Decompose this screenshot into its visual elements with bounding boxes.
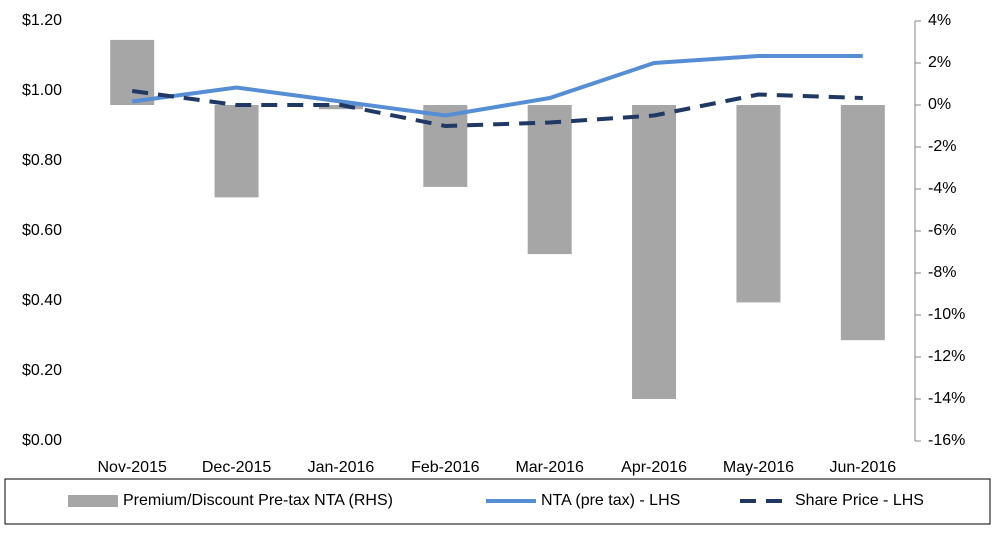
bar (110, 39, 155, 105)
y2-tick-label: -12% (928, 348, 965, 365)
bar (527, 105, 572, 255)
y2-tick-label: -6% (928, 222, 956, 239)
y2-tick-label: -2% (928, 138, 956, 155)
x-tick-label: Dec-2015 (202, 459, 271, 476)
y2-tick-label: -10% (928, 306, 965, 323)
x-tick-label: Apr-2016 (621, 459, 687, 476)
y2-tick-label: 4% (928, 12, 951, 29)
bar (423, 105, 468, 187)
y-tick-label: $1.20 (22, 12, 62, 29)
y2-tick-label: -8% (928, 264, 956, 281)
legend-box (4, 478, 991, 525)
x-tick-label: Jan-2016 (308, 459, 375, 476)
y2-tick-label: -14% (928, 390, 965, 407)
bar (318, 105, 363, 110)
line (131, 89, 863, 129)
y2-tick-label: 2% (928, 54, 951, 71)
y-tick-label: $0.00 (22, 432, 62, 449)
line (131, 54, 863, 118)
y-tick-label: $0.20 (22, 362, 62, 379)
y2-tick-label: -16% (928, 432, 965, 449)
x-tick-label: Feb-2016 (411, 459, 480, 476)
legend-label: NTA (pre tax) - LHS (541, 492, 680, 509)
x-tick-label: Nov-2015 (98, 459, 167, 476)
bar (736, 105, 781, 303)
x-tick-label: May-2016 (723, 459, 794, 476)
y-tick-label: $0.80 (22, 152, 62, 169)
y-tick-label: $0.40 (22, 292, 62, 309)
legend-label: Premium/Discount Pre-tax NTA (RHS) (123, 492, 393, 509)
x-tick-label: Mar-2016 (515, 459, 584, 476)
bar (214, 105, 259, 198)
y-tick-label: $0.60 (22, 222, 62, 239)
bar (632, 105, 677, 399)
x-tick-label: Jun-2016 (829, 459, 896, 476)
y-tick-label: $1.00 (22, 82, 62, 99)
legend-label: Share Price - LHS (795, 492, 924, 509)
y2-tick-label: -4% (928, 180, 956, 197)
bar (840, 105, 885, 341)
legend-swatch (68, 495, 118, 507)
y2-tick-label: 0% (928, 96, 951, 113)
